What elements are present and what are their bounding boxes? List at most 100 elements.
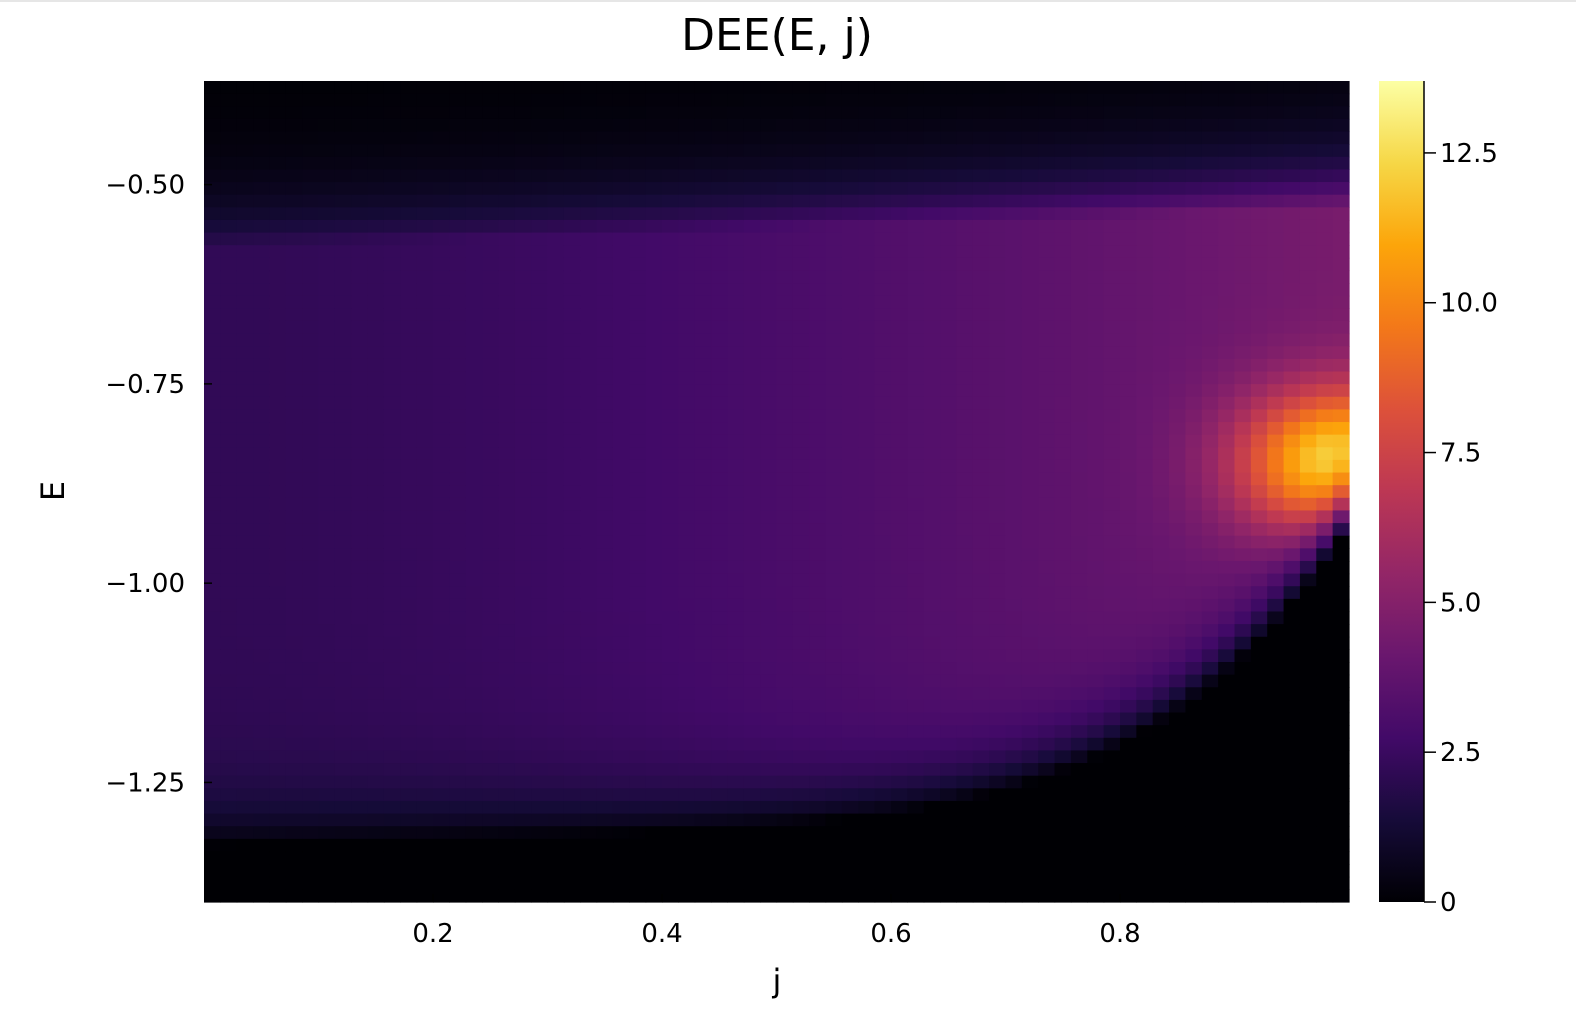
heatmap-cell [956, 156, 974, 171]
heatmap-cell [334, 636, 352, 650]
heatmap-cell [923, 838, 941, 853]
heatmap-cell [531, 270, 549, 284]
heatmap-cell [891, 838, 908, 853]
heatmap-cell [1087, 889, 1105, 903]
heatmap-cell [743, 636, 761, 650]
heatmap-cell [1185, 636, 1203, 650]
heatmap-cell [792, 422, 810, 436]
heatmap-cell [1185, 750, 1203, 764]
heatmap-cell [1070, 636, 1088, 650]
heatmap-cell [711, 864, 729, 878]
heatmap-cell [204, 358, 221, 373]
heatmap-cell [596, 598, 614, 613]
heatmap-cell [711, 295, 729, 309]
heatmap-cell [1070, 586, 1088, 600]
heatmap-cell [1120, 283, 1137, 297]
heatmap-cell [531, 523, 549, 537]
heatmap-cell [1005, 194, 1023, 208]
heatmap-cell [596, 169, 614, 183]
heatmap-cell [1316, 232, 1334, 246]
heatmap-cell [923, 106, 941, 120]
heatmap-cell [1316, 889, 1334, 903]
heatmap-cell [285, 864, 303, 878]
heatmap-cell [498, 548, 516, 562]
heatmap-cell [809, 763, 827, 777]
heatmap-cell [956, 232, 974, 246]
heatmap-cell [612, 750, 630, 764]
heatmap-cell [514, 434, 532, 448]
heatmap-cell [1120, 93, 1137, 107]
heatmap-cell [302, 889, 320, 903]
heatmap-cell [465, 219, 483, 234]
heatmap-cell [1283, 800, 1301, 815]
heatmap-cell [678, 497, 696, 512]
heatmap-cell [760, 169, 778, 183]
heatmap-cell [383, 813, 401, 827]
heatmap-cell [923, 788, 941, 802]
heatmap-cell [531, 81, 549, 95]
heatmap-cell [1267, 800, 1285, 815]
heatmap-cell [792, 535, 810, 549]
heatmap-cell [351, 169, 369, 183]
heatmap-cell [367, 826, 385, 840]
heatmap-cell [907, 81, 925, 95]
heatmap-cell [825, 485, 843, 499]
heatmap-cell [1250, 649, 1268, 663]
heatmap-cell [645, 333, 663, 347]
heatmap-cell [220, 434, 238, 448]
heatmap-cell [580, 826, 598, 840]
heatmap-cell [694, 611, 712, 625]
heatmap-cell [400, 434, 418, 448]
heatmap-cell [383, 283, 401, 297]
heatmap-cell [874, 826, 892, 840]
heatmap-cell [1120, 346, 1137, 360]
heatmap-cell [662, 725, 679, 739]
heatmap-cell [841, 826, 859, 840]
heatmap-cell [1136, 245, 1154, 259]
heatmap-cell [449, 182, 467, 196]
heatmap-cell [1005, 156, 1023, 171]
heatmap-cell [792, 826, 810, 840]
heatmap-cell [302, 523, 320, 537]
heatmap-cell [1185, 270, 1203, 284]
heatmap-cell [383, 270, 401, 284]
heatmap-cell [236, 788, 254, 802]
heatmap-cell [269, 270, 287, 284]
heatmap-cell [989, 472, 1007, 486]
heatmap-cell [907, 371, 925, 385]
heatmap-cell [367, 106, 385, 120]
heatmap-cell [1005, 598, 1023, 613]
heatmap-cell [596, 131, 614, 145]
heatmap-cell [809, 510, 827, 524]
heatmap-cell [1169, 662, 1187, 676]
heatmap-cell [563, 472, 581, 486]
heatmap-cell [678, 358, 696, 373]
heatmap-cell [1103, 459, 1121, 474]
heatmap-cell [956, 283, 974, 297]
heatmap-cell [891, 788, 908, 802]
heatmap-cell [1267, 156, 1285, 171]
heatmap-cell [1316, 535, 1334, 549]
heatmap-cell [563, 194, 581, 208]
heatmap-cell [809, 257, 827, 272]
heatmap-cell [482, 245, 500, 259]
heatmap-cell [1087, 800, 1105, 815]
heatmap-cell [1070, 346, 1088, 360]
heatmap-cell [334, 308, 352, 322]
heatmap-cell [907, 725, 925, 739]
heatmap-cell [792, 245, 810, 259]
heatmap-cell [1120, 586, 1137, 600]
heatmap-cell [743, 548, 761, 562]
heatmap-cell [956, 371, 974, 385]
heatmap-cell [1103, 548, 1121, 562]
heatmap-cell [694, 800, 712, 815]
heatmap-cell [236, 81, 254, 95]
heatmap-cell [1283, 472, 1301, 486]
heatmap-cell [825, 876, 843, 890]
heatmap-cell [1267, 194, 1285, 208]
heatmap-cell [449, 876, 467, 890]
heatmap-cell [253, 497, 271, 512]
heatmap-cell [1332, 800, 1350, 815]
heatmap-cell [711, 346, 729, 360]
heatmap-cell [743, 788, 761, 802]
